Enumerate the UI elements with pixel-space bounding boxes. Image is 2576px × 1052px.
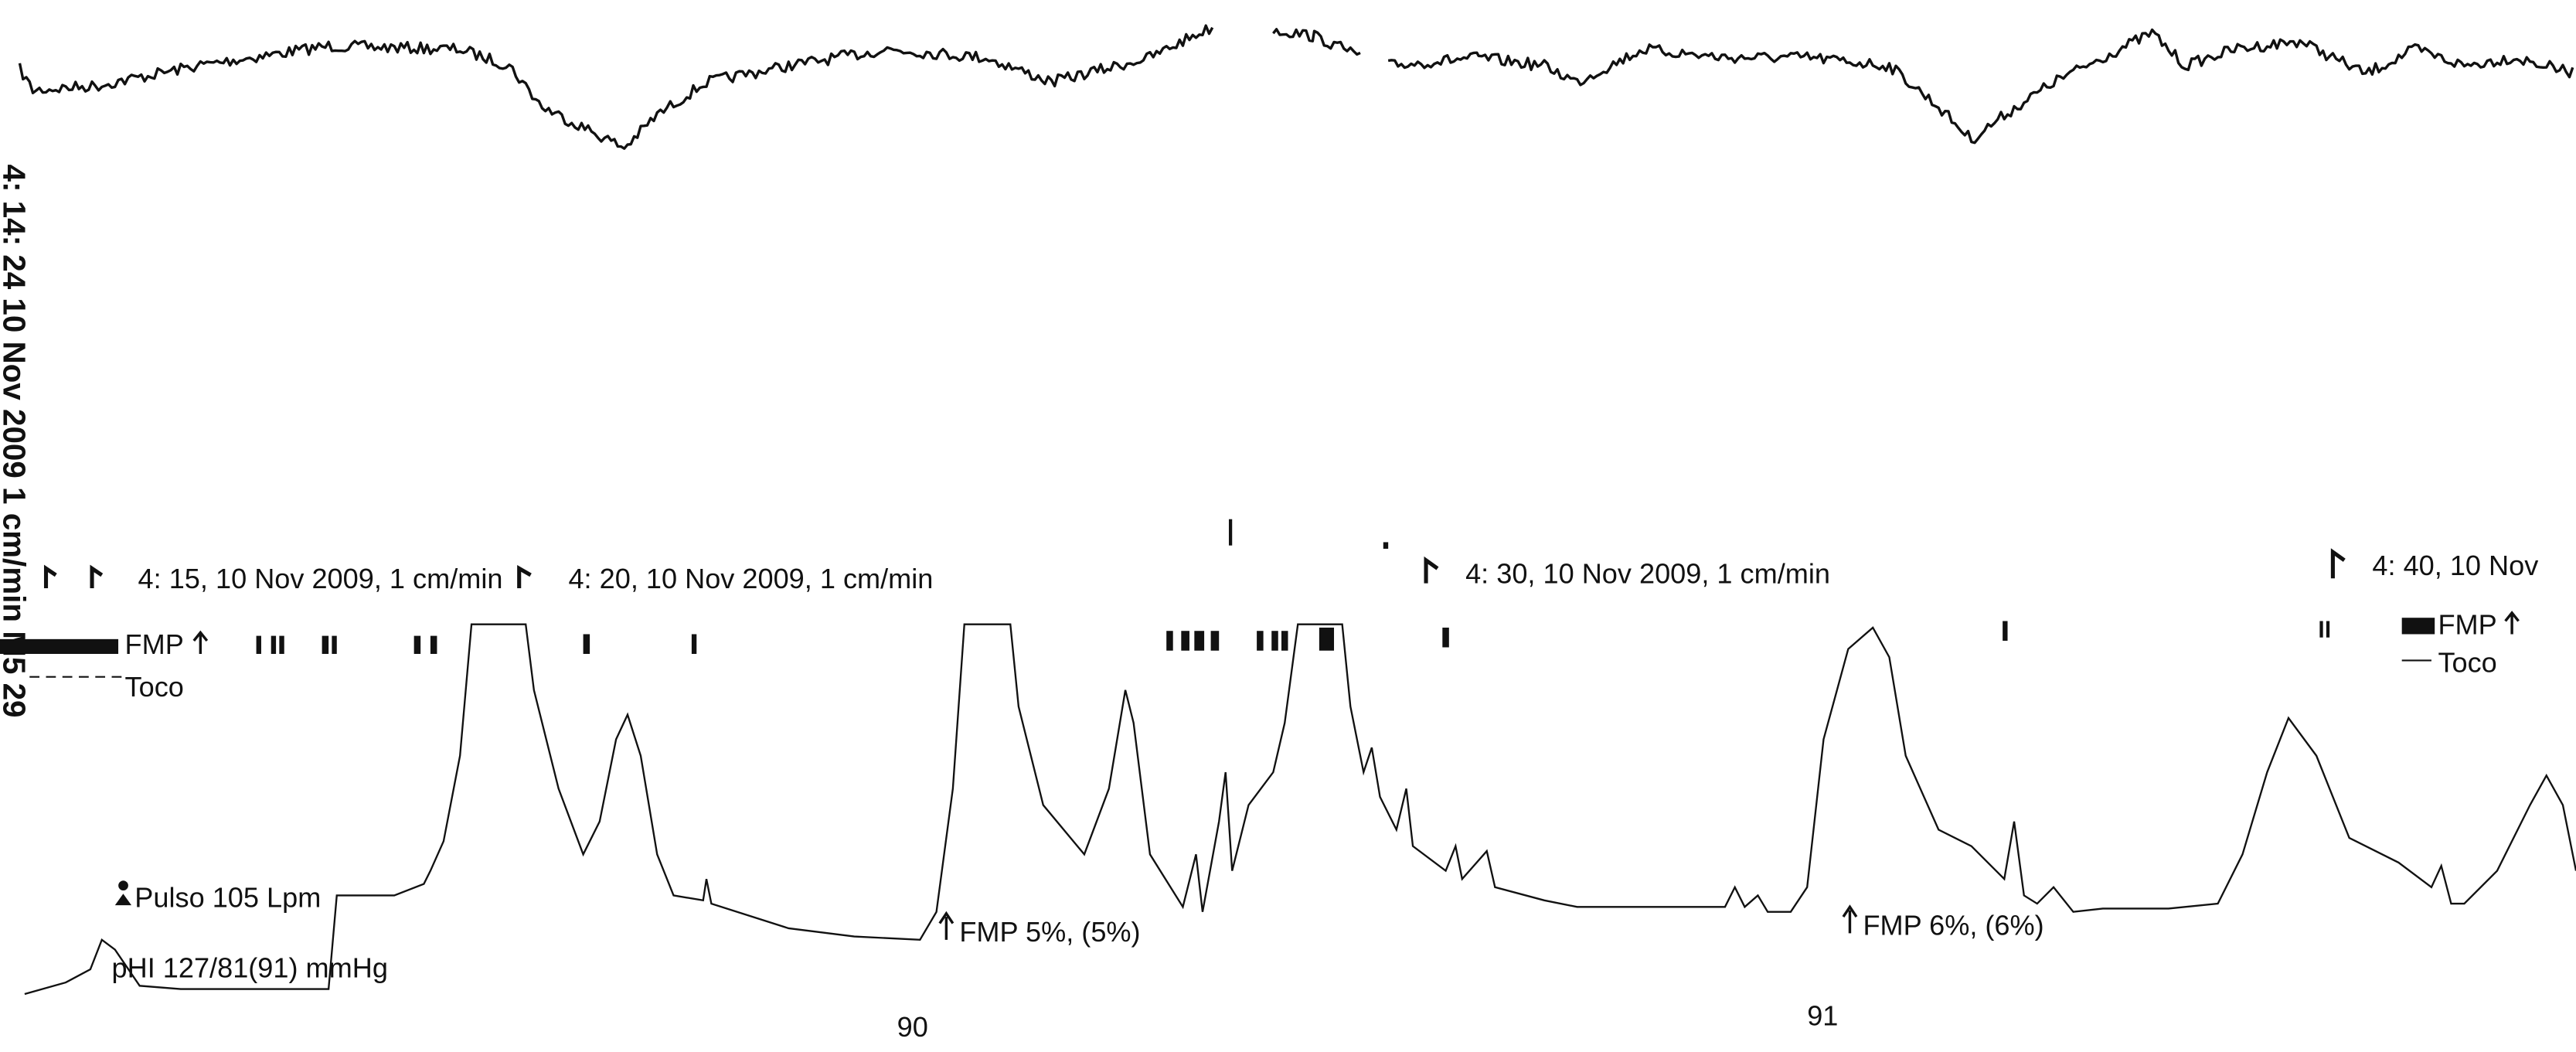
fhr-segment — [1272, 28, 1361, 56]
pulse-label: Pulso 105 Lpm — [134, 881, 321, 913]
time-mark: 4: 40, 10 Nov — [2372, 550, 2538, 581]
fmp-annotation: FMP 6%, (6%) — [1863, 909, 2043, 941]
fmp-markers — [0, 519, 2435, 654]
fmp-annotation: FMP 5%, (5%) — [959, 916, 1140, 948]
event-flags — [43, 548, 2346, 588]
toco-trace — [24, 623, 2576, 996]
time-mark: 4: 15, 10 Nov 2009, 1 cm/min — [138, 563, 503, 594]
page-number: 90 — [897, 1011, 928, 1043]
arrow-icon — [1842, 904, 1858, 934]
page-number: 91 — [1807, 999, 1838, 1031]
pressure-label: pHI 127/81(91) mmHg — [112, 952, 388, 984]
pulse-icon — [114, 880, 132, 906]
side-label: 4: 14: 24 10 Nov 2009 1 cm/min M5 29 — [0, 165, 32, 718]
legend-toco: Toco — [2438, 646, 2496, 678]
time-mark: 4: 20, 10 Nov 2009, 1 cm/min — [568, 563, 933, 594]
time-mark: 4: 30, 10 Nov 2009, 1 cm/min — [1465, 558, 1830, 590]
legend-toco: Toco — [125, 671, 184, 703]
fhr-segment — [1387, 28, 2574, 145]
fhr-trace — [18, 24, 2574, 150]
arrow-icon — [2504, 611, 2520, 635]
legend-fmp: FMP — [2438, 608, 2496, 640]
legend-fmp: FMP — [125, 628, 184, 660]
arrow-icon — [938, 911, 955, 940]
fhr-segment — [18, 24, 1214, 150]
arrow-icon — [192, 630, 209, 654]
